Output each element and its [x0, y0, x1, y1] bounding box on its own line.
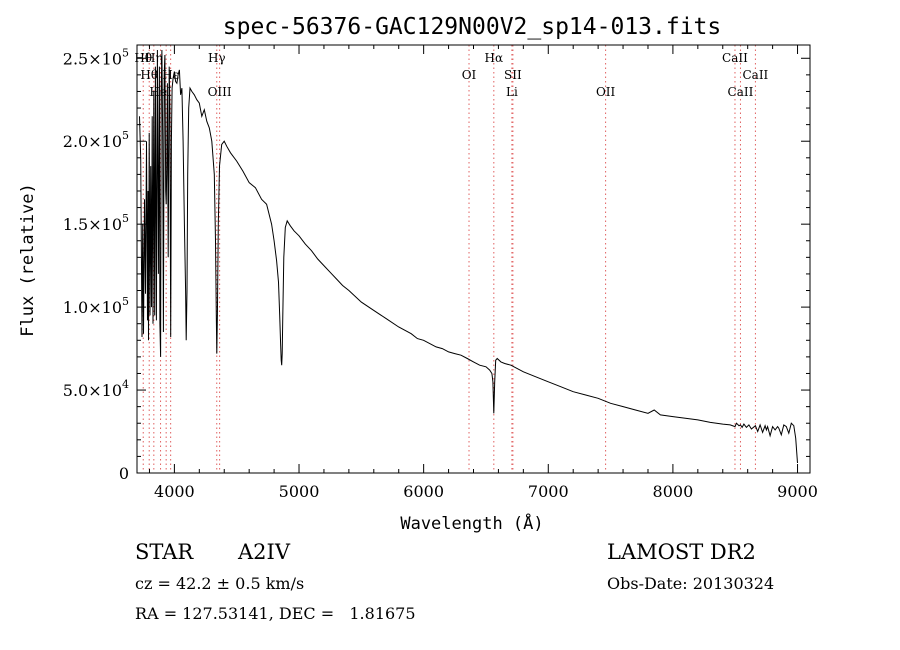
y-tick-label: 2.0×105: [63, 129, 129, 151]
x-tick-label: 6000: [403, 482, 444, 501]
y-tick-mantissa: 2.5×10: [63, 49, 122, 68]
reference-line-label: OII: [596, 85, 616, 99]
y-tick-mantissa: 2.0×10: [63, 132, 122, 151]
object-class: STAR: [135, 540, 194, 564]
y-tick-mantissa: 1.5×10: [63, 215, 122, 234]
y-tick-exponent: 5: [122, 295, 129, 308]
x-axis-label: Wavelength (Å): [400, 512, 543, 534]
y-tick-exponent: 5: [122, 129, 129, 142]
y-tick-label: 5.0×104: [63, 378, 129, 400]
x-tick-label: 4000: [154, 482, 195, 501]
reference-line-label: CaII: [728, 85, 754, 99]
reference-line-label: Hγ: [208, 51, 226, 65]
x-tick-label: 9000: [777, 482, 818, 501]
y-tick-mantissa: 1.0×10: [63, 298, 122, 317]
y-tick-exponent: 4: [122, 378, 129, 391]
coordinates-text: RA = 127.53141, DEC = 1.81675: [135, 604, 416, 623]
y-tick-exponent: 5: [122, 212, 129, 225]
redshift-text: cz = 42.2 ± 0.5 km/s: [135, 574, 305, 593]
reference-line-label: Hα: [485, 51, 504, 65]
observation-date: Obs-Date: 20130324: [607, 574, 775, 593]
y-tick-mantissa: 0: [119, 464, 129, 483]
x-tick-label: 5000: [279, 482, 320, 501]
y-axis-label: Flux (relative): [18, 183, 38, 337]
survey-name: LAMOST DR2: [607, 540, 756, 564]
reference-line-label: Li: [506, 85, 518, 99]
y-tick-label: 1.0×105: [63, 295, 129, 317]
plot-frame: [136, 44, 811, 474]
y-tick-label: 1.5×105: [63, 212, 129, 234]
reference-line-label: SII: [504, 68, 522, 82]
reference-lines: [142, 45, 756, 473]
reference-line-label: Hθ: [140, 68, 158, 82]
x-axis: 4000 5000 6000 7000 8000 9000: [148, 45, 818, 501]
spectrum-line: [139, 49, 798, 464]
reference-line-label: Hη: [145, 51, 163, 65]
reference-line-label: OI: [462, 68, 477, 82]
object-subclass: A2IV: [238, 540, 290, 564]
reference-line-label: CaII: [722, 51, 748, 65]
x-tick-label: 7000: [528, 482, 569, 501]
y-tick-label: 0: [119, 464, 129, 483]
y-tick-exponent: 5: [122, 46, 129, 59]
x-tick-label: 8000: [653, 482, 694, 501]
reference-line-label: OIII: [208, 85, 232, 99]
chart-title: spec-56376-GAC129N00V2_sp14-013.fits: [223, 14, 722, 40]
y-tick-label: 2.5×105: [63, 46, 129, 68]
reference-line-label: CaII: [742, 68, 768, 82]
y-tick-mantissa: 5.0×10: [63, 381, 122, 400]
